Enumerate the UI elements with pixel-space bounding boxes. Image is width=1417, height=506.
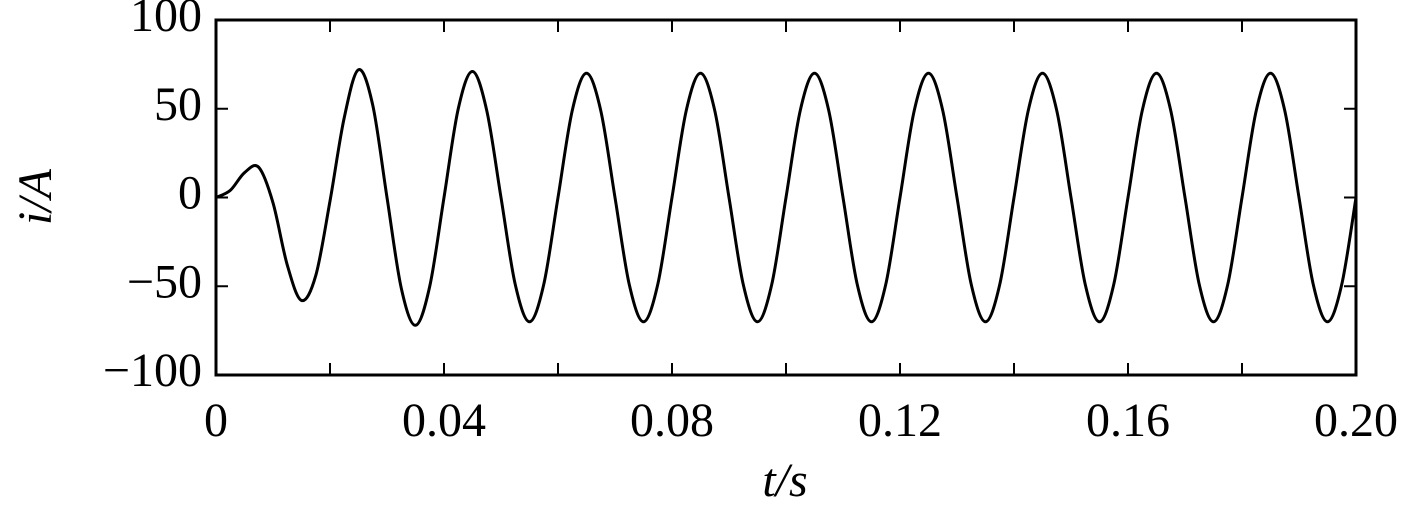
x-tick-label: 0.12 bbox=[858, 394, 942, 447]
y-tick-label: 50 bbox=[154, 78, 202, 131]
y-tick-label: 100 bbox=[130, 0, 202, 42]
data-line bbox=[215, 68, 1358, 327]
y-tick-label: −100 bbox=[103, 344, 202, 397]
x-tick-label: 0.20 bbox=[1314, 394, 1398, 447]
y-tick-label: 0 bbox=[178, 167, 202, 220]
x-tick-label: 0.04 bbox=[402, 394, 486, 447]
x-tick-label: 0 bbox=[204, 394, 228, 447]
x-tick-label: 0.08 bbox=[630, 394, 714, 447]
x-tick-label: 0.16 bbox=[1086, 394, 1170, 447]
y-tick-label: −50 bbox=[127, 255, 202, 308]
y-axis-label: i/A bbox=[9, 168, 62, 225]
x-axis-label: t/s bbox=[762, 454, 807, 506]
